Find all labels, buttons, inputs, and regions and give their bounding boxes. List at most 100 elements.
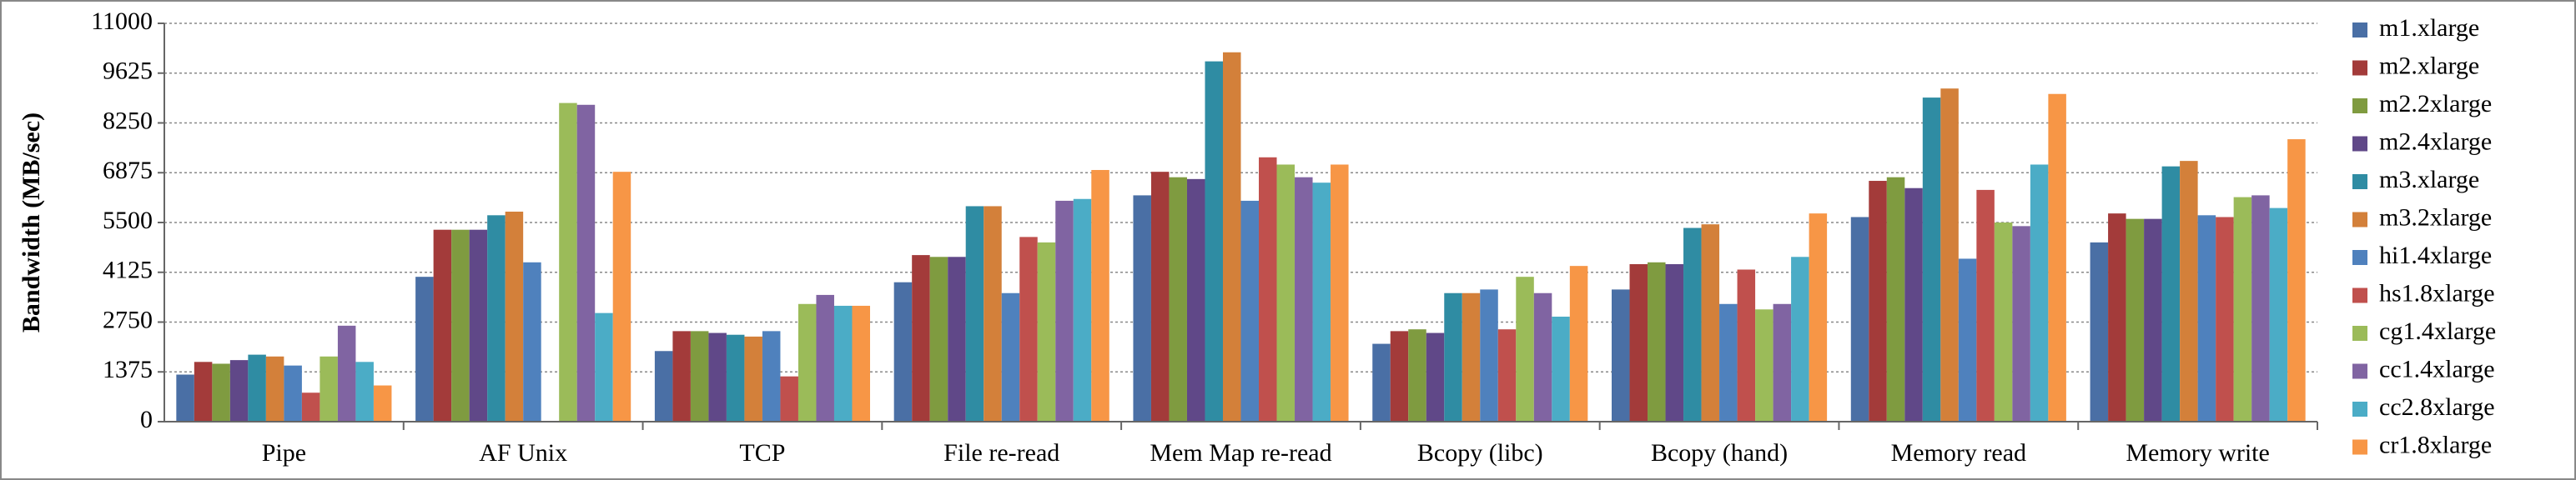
bar [319, 356, 338, 422]
bar [2287, 139, 2306, 422]
bar [1073, 198, 1092, 422]
bar [1629, 263, 1648, 422]
legend-swatch [2352, 250, 2367, 265]
bar [1186, 178, 1205, 422]
bar [1904, 188, 1923, 422]
bar [708, 332, 727, 422]
bar [212, 363, 230, 422]
bar [1850, 217, 1869, 422]
y-tick-label: 8250 [103, 107, 153, 134]
legend-label: m2.xlarge [2379, 52, 2479, 79]
legend-label: hs1.8xlarge [2379, 279, 2495, 307]
legend-label: m3.xlarge [2379, 166, 2479, 193]
x-tick-label: Memory read [1891, 439, 2026, 467]
bar [672, 331, 691, 422]
bar [1719, 303, 1738, 422]
legend-label: cr1.8xlarge [2379, 431, 2492, 458]
bar [744, 336, 762, 422]
bar [2197, 215, 2216, 422]
bar [2269, 208, 2288, 422]
legend-label: m2.4xlarge [2379, 128, 2492, 155]
bar [1276, 164, 1296, 422]
bar [1372, 343, 1391, 422]
bar [1390, 331, 1409, 422]
bar [1737, 269, 1756, 422]
legend-swatch [2352, 60, 2367, 76]
legend-swatch [2352, 439, 2367, 455]
bar [1259, 157, 1277, 422]
bar [1552, 316, 1570, 422]
bar [1480, 289, 1498, 422]
bar [762, 331, 781, 422]
bar [433, 229, 452, 422]
bar [1091, 169, 1109, 422]
x-tick-label: Memory write [2126, 439, 2269, 467]
bar [1869, 181, 1887, 422]
bar [2126, 218, 2145, 422]
legend-swatch [2352, 288, 2367, 303]
y-tick-label: 5500 [103, 207, 153, 234]
bar [1791, 257, 1809, 422]
bar [2048, 93, 2066, 422]
bar [1462, 292, 1481, 422]
bar [1205, 61, 1223, 422]
bar [1331, 164, 1349, 422]
bar [948, 257, 966, 422]
legend-swatch [2352, 136, 2367, 152]
bar [852, 305, 870, 422]
bar [1683, 228, 1702, 422]
bar [1001, 292, 1020, 422]
bar [1222, 52, 1241, 422]
bar [1976, 189, 1995, 422]
bar [1569, 266, 1588, 422]
y-tick-label: 1375 [103, 356, 153, 383]
legend-label: cc2.8xlarge [2379, 393, 2495, 421]
bar [1648, 262, 1666, 422]
bar [984, 206, 1002, 422]
bar [284, 365, 302, 422]
bar [576, 104, 596, 422]
bar [1169, 177, 1187, 422]
bar [816, 294, 834, 422]
bar [1886, 177, 1905, 422]
y-axis-title: Bandwidth (MB/sec) [18, 112, 45, 332]
bar [1312, 182, 1331, 422]
bar [1150, 172, 1170, 422]
bar [415, 277, 434, 422]
bar [373, 385, 392, 422]
bar [176, 374, 194, 422]
bar [355, 362, 374, 422]
x-tick-label: Bcopy (libc) [1417, 439, 1543, 467]
bar [2090, 242, 2109, 422]
bar [1665, 263, 1684, 422]
bar [1019, 237, 1038, 422]
bar [523, 262, 541, 422]
bar [893, 282, 913, 422]
bar [1922, 98, 1941, 422]
legend-swatch [2352, 98, 2367, 113]
y-tick-label: 4125 [103, 257, 153, 284]
y-tick-label: 0 [140, 406, 153, 433]
bar [2030, 164, 2049, 422]
legend-label: hi1.4xlarge [2379, 242, 2492, 269]
bar [1809, 213, 1828, 422]
x-tick-label: TCP [739, 439, 785, 467]
bar [487, 215, 506, 422]
bar [1533, 292, 1552, 422]
bar [1444, 292, 1462, 422]
legend-label: cc1.4xlarge [2379, 355, 2495, 382]
bar [965, 206, 984, 422]
bar [1037, 242, 1056, 422]
bar [229, 360, 249, 422]
bar [2108, 213, 2126, 422]
bar [265, 356, 284, 422]
x-tick-label: Mem Map re-read [1150, 439, 1331, 467]
bar [2233, 197, 2252, 422]
bar [1773, 303, 1792, 422]
bar [1755, 309, 1774, 422]
bar [780, 376, 798, 422]
x-tick-label: Bcopy (hand) [1651, 439, 1788, 467]
bar [2144, 218, 2162, 422]
x-tick-label: File re-read [943, 439, 1059, 467]
